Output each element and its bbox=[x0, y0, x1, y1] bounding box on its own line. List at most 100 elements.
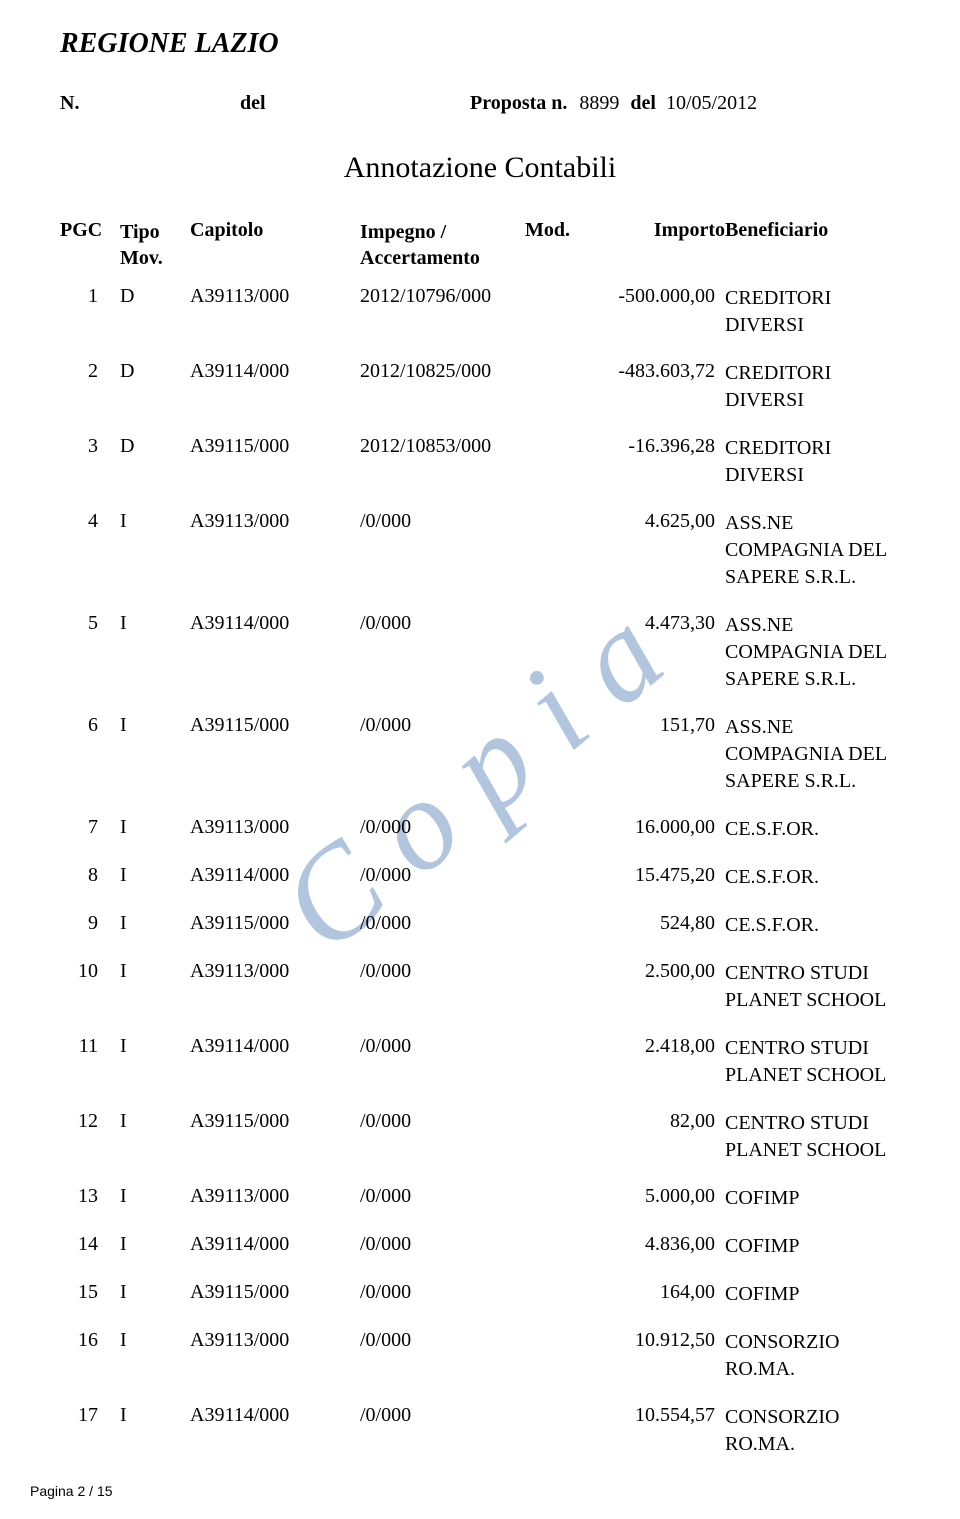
cell-pgc: 8 bbox=[60, 864, 120, 887]
cell-pgc: 9 bbox=[60, 912, 120, 935]
cell-pgc: 15 bbox=[60, 1281, 120, 1304]
table-row: 10IA39113/000/0/0002.500,00CENTRO STUDI … bbox=[60, 960, 900, 1014]
cell-beneficiario: ASS.NE COMPAGNIA DEL SAPERE S.R.L. bbox=[725, 510, 900, 591]
cell-importo: -16.396,28 bbox=[600, 435, 725, 458]
cell-impegno: /0/000 bbox=[360, 714, 525, 737]
cell-importo: 524,80 bbox=[600, 912, 725, 935]
cell-pgc: 11 bbox=[60, 1035, 120, 1058]
cell-importo: 4.473,30 bbox=[600, 612, 725, 635]
cell-impegno: /0/000 bbox=[360, 1233, 525, 1256]
th-tipo-mov: Tipo Mov. bbox=[120, 219, 190, 271]
cell-importo: 10.912,50 bbox=[600, 1329, 725, 1352]
cell-importo: -500.000,00 bbox=[600, 285, 725, 308]
cell-importo: 10.554,57 bbox=[600, 1404, 725, 1427]
cell-pgc: 13 bbox=[60, 1185, 120, 1208]
table-row: 14IA39114/000/0/0004.836,00COFIMP bbox=[60, 1233, 900, 1260]
th-beneficiario: Beneficiario bbox=[725, 219, 900, 271]
cell-capitolo: A39114/000 bbox=[190, 612, 360, 635]
cell-capitolo: A39115/000 bbox=[190, 912, 360, 935]
cell-beneficiario: CE.S.F.OR. bbox=[725, 864, 900, 891]
cell-capitolo: A39113/000 bbox=[190, 510, 360, 533]
table-body: 1DA39113/0002012/10796/000-500.000,00CRE… bbox=[60, 285, 900, 1458]
proposta-date: 10/05/2012 bbox=[666, 92, 757, 115]
cell-capitolo: A39114/000 bbox=[190, 360, 360, 383]
table-row: 12IA39115/000/0/00082,00CENTRO STUDI PLA… bbox=[60, 1110, 900, 1164]
cell-pgc: 2 bbox=[60, 360, 120, 383]
page-footer: Pagina 2 / 15 bbox=[30, 1483, 113, 1499]
cell-capitolo: A39113/000 bbox=[190, 1185, 360, 1208]
cell-tipo: I bbox=[120, 1281, 190, 1304]
cell-importo: 2.418,00 bbox=[600, 1035, 725, 1058]
cell-capitolo: A39113/000 bbox=[190, 285, 360, 308]
table-row: 3DA39115/0002012/10853/000-16.396,28CRED… bbox=[60, 435, 900, 489]
table-row: 7IA39113/000/0/00016.000,00CE.S.F.OR. bbox=[60, 816, 900, 843]
cell-tipo: I bbox=[120, 912, 190, 935]
cell-impegno: /0/000 bbox=[360, 960, 525, 983]
cell-impegno: /0/000 bbox=[360, 864, 525, 887]
section-title: Annotazione Contabili bbox=[60, 151, 900, 185]
cell-beneficiario: CONSORZIO RO.MA. bbox=[725, 1329, 900, 1383]
cell-tipo: I bbox=[120, 1035, 190, 1058]
table-row: 2DA39114/0002012/10825/000-483.603,72CRE… bbox=[60, 360, 900, 414]
th-tipo-line1: Tipo bbox=[120, 221, 160, 243]
cell-capitolo: A39114/000 bbox=[190, 1233, 360, 1256]
cell-pgc: 7 bbox=[60, 816, 120, 839]
cell-tipo: I bbox=[120, 816, 190, 839]
cell-impegno: /0/000 bbox=[360, 612, 525, 635]
cell-importo: -483.603,72 bbox=[600, 360, 725, 383]
cell-impegno: /0/000 bbox=[360, 1329, 525, 1352]
cell-tipo: I bbox=[120, 960, 190, 983]
del-label-2: del bbox=[630, 92, 656, 115]
table-row: 1DA39113/0002012/10796/000-500.000,00CRE… bbox=[60, 285, 900, 339]
th-impegno-line1: Impegno / bbox=[360, 221, 446, 243]
table-row: 11IA39114/000/0/0002.418,00CENTRO STUDI … bbox=[60, 1035, 900, 1089]
cell-beneficiario: ASS.NE COMPAGNIA DEL SAPERE S.R.L. bbox=[725, 612, 900, 693]
cell-beneficiario: COFIMP bbox=[725, 1185, 900, 1212]
cell-beneficiario: CREDITORI DIVERSI bbox=[725, 360, 900, 414]
table-row: 17IA39114/000/0/00010.554,57CONSORZIO RO… bbox=[60, 1404, 900, 1458]
cell-capitolo: A39113/000 bbox=[190, 1329, 360, 1352]
cell-impegno: 2012/10853/000 bbox=[360, 435, 525, 458]
region-title: REGIONE LAZIO bbox=[60, 28, 900, 60]
table-row: 16IA39113/000/0/00010.912,50CONSORZIO RO… bbox=[60, 1329, 900, 1383]
del-label: del bbox=[240, 92, 470, 115]
cell-beneficiario: COFIMP bbox=[725, 1233, 900, 1260]
cell-capitolo: A39114/000 bbox=[190, 864, 360, 887]
cell-capitolo: A39115/000 bbox=[190, 714, 360, 737]
cell-pgc: 4 bbox=[60, 510, 120, 533]
th-capitolo: Capitolo bbox=[190, 219, 360, 271]
proposta-number: 8899 bbox=[579, 92, 619, 115]
table-row: 9IA39115/000/0/000524,80CE.S.F.OR. bbox=[60, 912, 900, 939]
cell-tipo: I bbox=[120, 1233, 190, 1256]
n-label: N. bbox=[60, 92, 240, 115]
th-importo: Importo bbox=[600, 219, 725, 271]
cell-tipo: I bbox=[120, 1185, 190, 1208]
cell-beneficiario: CREDITORI DIVERSI bbox=[725, 285, 900, 339]
cell-capitolo: A39113/000 bbox=[190, 816, 360, 839]
cell-beneficiario: CE.S.F.OR. bbox=[725, 912, 900, 939]
th-tipo-line2: Mov. bbox=[120, 247, 163, 269]
proposta-label: Proposta n. bbox=[470, 92, 567, 115]
cell-tipo: I bbox=[120, 714, 190, 737]
cell-impegno: /0/000 bbox=[360, 1281, 525, 1304]
cell-beneficiario: CENTRO STUDI PLANET SCHOOL bbox=[725, 1035, 900, 1089]
cell-beneficiario: CENTRO STUDI PLANET SCHOOL bbox=[725, 1110, 900, 1164]
table-row: 6IA39115/000/0/000151,70ASS.NE COMPAGNIA… bbox=[60, 714, 900, 795]
cell-pgc: 1 bbox=[60, 285, 120, 308]
cell-tipo: I bbox=[120, 1329, 190, 1352]
cell-importo: 151,70 bbox=[600, 714, 725, 737]
cell-capitolo: A39114/000 bbox=[190, 1035, 360, 1058]
cell-beneficiario: ASS.NE COMPAGNIA DEL SAPERE S.R.L. bbox=[725, 714, 900, 795]
cell-importo: 82,00 bbox=[600, 1110, 725, 1133]
cell-pgc: 17 bbox=[60, 1404, 120, 1427]
cell-importo: 15.475,20 bbox=[600, 864, 725, 887]
table-header-row: PGC Tipo Mov. Capitolo Impegno / Accerta… bbox=[60, 219, 900, 271]
table-row: 13IA39113/000/0/0005.000,00COFIMP bbox=[60, 1185, 900, 1212]
cell-importo: 5.000,00 bbox=[600, 1185, 725, 1208]
cell-importo: 16.000,00 bbox=[600, 816, 725, 839]
cell-beneficiario: CE.S.F.OR. bbox=[725, 816, 900, 843]
cell-tipo: D bbox=[120, 360, 190, 383]
cell-tipo: I bbox=[120, 1110, 190, 1133]
th-pgc: PGC bbox=[60, 219, 120, 271]
cell-capitolo: A39115/000 bbox=[190, 1110, 360, 1133]
